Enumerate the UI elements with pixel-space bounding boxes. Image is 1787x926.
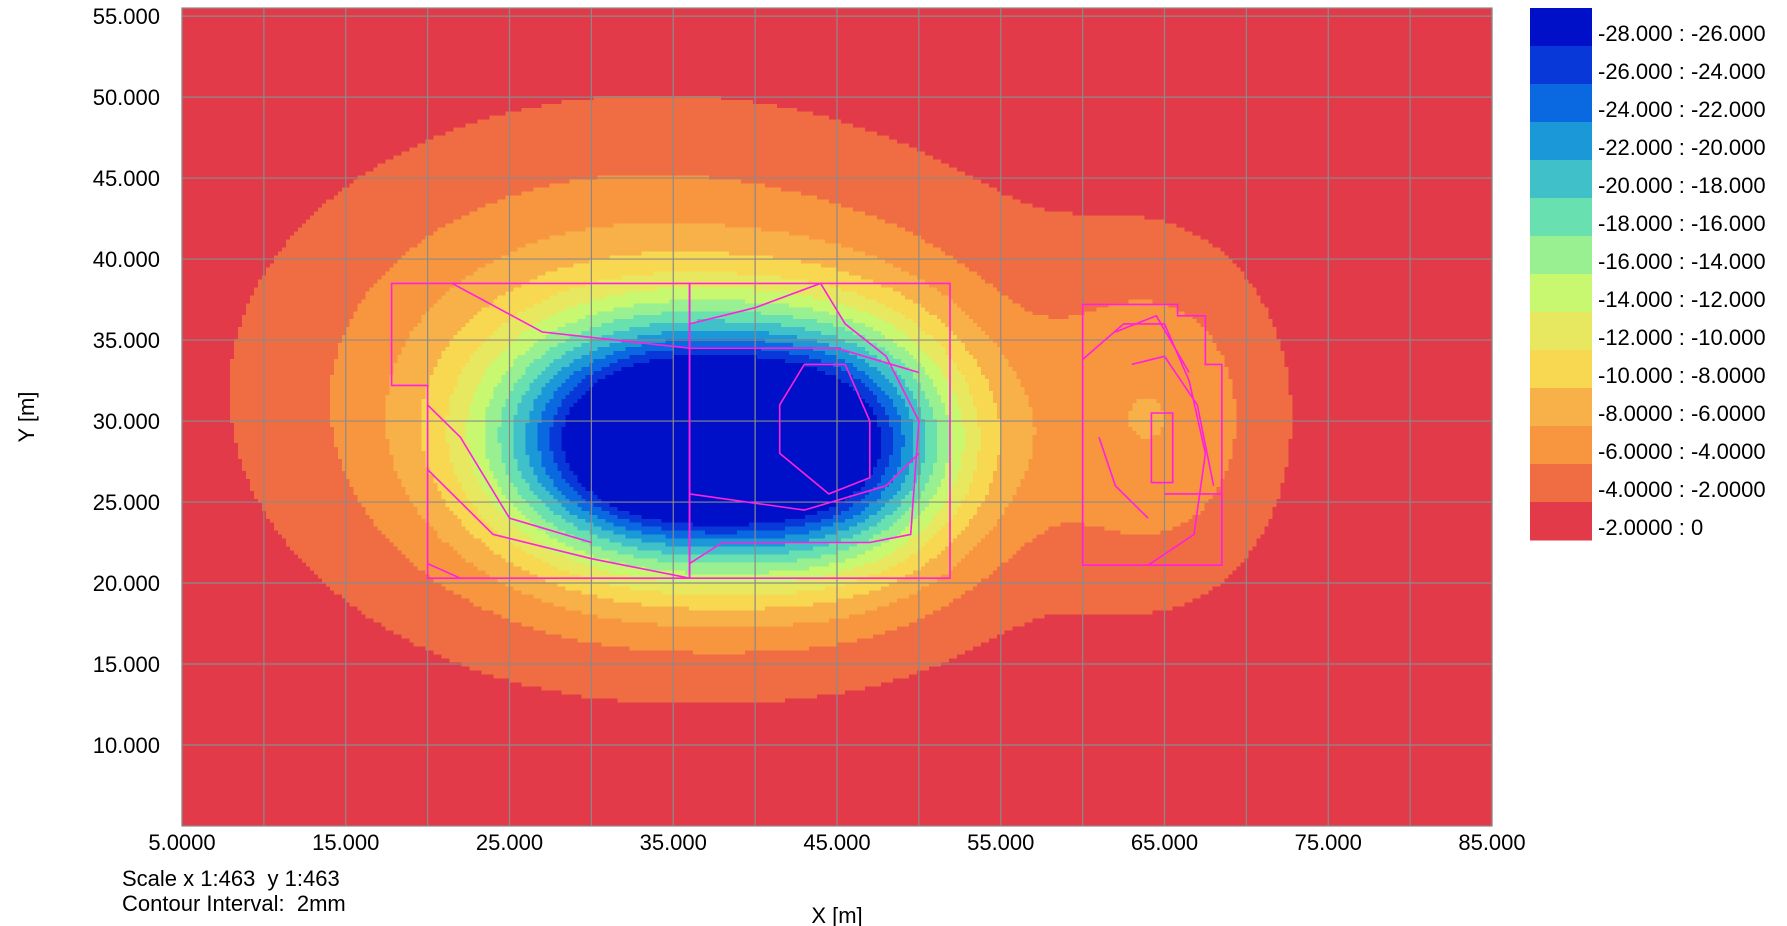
- building-trace-2: [1131, 355, 1215, 486]
- y-tick-label: 20.000: [93, 571, 160, 596]
- building-trace-4: [1098, 436, 1149, 519]
- legend-swatch: [1530, 426, 1592, 465]
- x-tick-label: 55.000: [967, 830, 1034, 855]
- legend-label: -6.0000 : -4.0000: [1598, 439, 1766, 464]
- legend-label: -26.000 : -24.000: [1598, 59, 1766, 84]
- legend-swatch: [1530, 160, 1592, 199]
- contour-trace-2: [427, 469, 690, 579]
- legend-label: -14.000 : -12.000: [1598, 287, 1766, 312]
- excavation-outline-left: [390, 282, 691, 580]
- contour-interval-note: Contour Interval: 2mm: [122, 891, 346, 916]
- legend-swatch: [1530, 198, 1592, 237]
- plot-frame: [181, 7, 1493, 827]
- legend-label: -20.000 : -18.000: [1598, 173, 1766, 198]
- y-tick-label: 40.000: [93, 247, 160, 272]
- legend-swatch: [1530, 464, 1592, 503]
- building-trace-5: [1164, 493, 1223, 566]
- legend-swatch: [1530, 8, 1592, 47]
- legend-swatch: [1530, 274, 1592, 313]
- x-tick-label: 35.000: [640, 830, 707, 855]
- legend-label: -12.000 : -10.000: [1598, 325, 1766, 350]
- legend-label: -16.000 : -14.000: [1598, 249, 1766, 274]
- inner-outline: [778, 363, 871, 495]
- x-tick-label: 25.000: [476, 830, 543, 855]
- x-tick-label: 5.0000: [148, 830, 215, 855]
- contour-trace-4: [689, 282, 920, 565]
- legend-swatch: [1530, 350, 1592, 389]
- x-axis-label: X [m]: [811, 903, 862, 926]
- y-tick-label: 35.000: [93, 328, 160, 353]
- y-tick-label: 10.000: [93, 733, 160, 758]
- building-inner-rect: [1150, 412, 1174, 484]
- contour-trace-1: [451, 282, 920, 374]
- grid-lines: [181, 8, 1493, 826]
- legend-label: -4.0000 : -2.0000: [1598, 477, 1766, 502]
- legend-swatch: [1530, 236, 1592, 275]
- legend-swatch: [1530, 122, 1592, 161]
- y-tick-label: 50.000: [93, 85, 160, 110]
- x-tick-label: 75.000: [1295, 830, 1362, 855]
- x-tick-label: 45.000: [803, 830, 870, 855]
- building-trace-1: [1082, 323, 1207, 566]
- legend-swatch: [1530, 502, 1592, 541]
- legend: -28.000 : -26.000 -26.000 : -24.000 -24.00…: [1530, 8, 1766, 541]
- x-tick-label: 85.000: [1458, 830, 1525, 855]
- x-tick-label: 15.000: [312, 830, 379, 855]
- y-tick-label: 15.000: [93, 652, 160, 677]
- legend-label: -24.000 : -22.000: [1598, 97, 1766, 122]
- structure-outlines: [390, 282, 1223, 580]
- legend-swatch: [1530, 84, 1592, 123]
- axes: 5.0000 15.000 25.000 35.000 45.000 55.000 65.0…: [93, 4, 1526, 855]
- y-tick-label: 30.000: [93, 409, 160, 434]
- building-trace-3: [1115, 314, 1190, 373]
- contour-trace-6: [427, 562, 461, 579]
- y-axis-label: Y [m]: [14, 392, 39, 443]
- legend-label: -28.000 : -26.000: [1598, 21, 1766, 46]
- contour-trace-5: [689, 452, 920, 511]
- legend-label: -8.0000 : -6.0000: [1598, 401, 1766, 426]
- building-outline: [1081, 303, 1223, 567]
- legend-swatch: [1530, 46, 1592, 85]
- scale-note: Scale x 1:463 y 1:463: [122, 866, 340, 891]
- x-tick-label: 65.000: [1131, 830, 1198, 855]
- legend-swatch: [1530, 388, 1592, 427]
- y-tick-label: 55.000: [93, 4, 160, 29]
- y-tick-label: 45.000: [93, 166, 160, 191]
- contour-trace-3: [427, 404, 592, 544]
- legend-label: -2.0000 : 0: [1598, 515, 1703, 540]
- legend-swatch: [1530, 312, 1592, 351]
- legend-label: -10.000 : -8.0000: [1598, 363, 1766, 388]
- legend-label: -22.000 : -20.000: [1598, 135, 1766, 160]
- y-tick-label: 25.000: [93, 490, 160, 515]
- legend-label: -18.000 : -16.000: [1598, 211, 1766, 236]
